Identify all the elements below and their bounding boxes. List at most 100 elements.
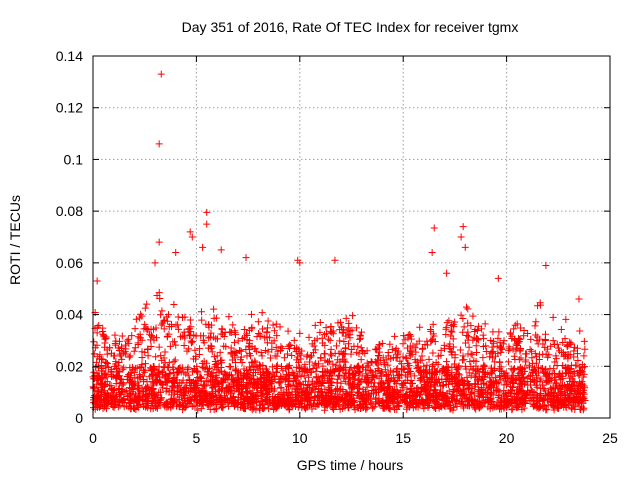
data-point bbox=[178, 314, 186, 322]
data-point bbox=[494, 385, 502, 393]
data-point bbox=[145, 390, 153, 398]
data-point bbox=[232, 348, 240, 356]
data-point bbox=[539, 401, 547, 409]
data-point bbox=[542, 261, 550, 269]
data-point bbox=[284, 381, 292, 389]
data-point bbox=[467, 363, 475, 371]
data-point bbox=[497, 344, 505, 352]
data-point bbox=[488, 343, 496, 351]
data-point bbox=[549, 389, 557, 397]
data-point bbox=[503, 395, 511, 403]
data-point bbox=[310, 401, 318, 409]
data-point bbox=[282, 386, 290, 394]
data-point bbox=[163, 385, 171, 393]
data-point bbox=[323, 367, 331, 375]
data-point bbox=[241, 405, 249, 413]
data-point bbox=[174, 313, 182, 321]
data-point bbox=[188, 233, 196, 241]
data-point bbox=[185, 345, 193, 353]
data-point bbox=[254, 366, 262, 374]
data-point bbox=[141, 320, 149, 328]
data-point bbox=[481, 320, 489, 328]
data-point bbox=[327, 366, 335, 374]
data-point bbox=[277, 395, 285, 403]
data-point bbox=[553, 380, 561, 388]
data-point bbox=[180, 328, 188, 336]
data-point bbox=[197, 405, 205, 413]
data-point bbox=[447, 401, 455, 409]
data-point bbox=[307, 368, 315, 376]
data-point bbox=[431, 338, 439, 346]
data-point bbox=[132, 315, 140, 323]
data-point bbox=[570, 353, 578, 361]
y-tick-label: 0.04 bbox=[56, 307, 83, 323]
data-point bbox=[440, 341, 448, 349]
data-point bbox=[374, 398, 382, 406]
data-point bbox=[394, 347, 402, 355]
data-point bbox=[432, 398, 440, 406]
data-point bbox=[356, 368, 364, 376]
data-point bbox=[382, 403, 390, 411]
data-point bbox=[114, 344, 122, 352]
data-point bbox=[409, 404, 417, 412]
data-point bbox=[363, 383, 371, 391]
data-point bbox=[422, 366, 430, 374]
data-point bbox=[168, 391, 176, 399]
data-point bbox=[465, 343, 473, 351]
data-point bbox=[127, 368, 135, 376]
data-point bbox=[510, 325, 518, 333]
data-point bbox=[375, 384, 383, 392]
data-point bbox=[345, 404, 353, 412]
data-point bbox=[311, 393, 319, 401]
data-point bbox=[443, 358, 451, 366]
x-tick-label: 0 bbox=[89, 430, 97, 446]
data-point bbox=[90, 375, 98, 383]
data-point bbox=[442, 376, 450, 384]
data-point bbox=[322, 324, 330, 332]
data-point bbox=[131, 325, 139, 333]
data-point bbox=[353, 363, 361, 371]
data-point bbox=[522, 356, 530, 364]
data-point bbox=[310, 342, 318, 350]
data-point bbox=[474, 398, 482, 406]
data-point bbox=[480, 379, 488, 387]
data-point bbox=[566, 351, 574, 359]
data-point bbox=[136, 330, 144, 338]
data-point bbox=[509, 377, 517, 385]
data-point bbox=[480, 369, 488, 377]
data-point bbox=[158, 307, 166, 315]
data-point bbox=[449, 343, 457, 351]
data-point bbox=[540, 385, 548, 393]
data-point bbox=[461, 243, 469, 251]
axis-ticks bbox=[92, 55, 611, 419]
data-point bbox=[424, 341, 432, 349]
data-point bbox=[90, 394, 98, 402]
data-point bbox=[206, 364, 214, 372]
data-point bbox=[287, 391, 295, 399]
data-point bbox=[564, 355, 572, 363]
data-point bbox=[148, 385, 156, 393]
data-point bbox=[540, 395, 548, 403]
data-point bbox=[489, 391, 497, 399]
data-point bbox=[334, 372, 342, 380]
data-point bbox=[210, 305, 218, 313]
data-point bbox=[196, 387, 204, 395]
data-point bbox=[119, 380, 127, 388]
data-point bbox=[184, 365, 192, 373]
data-point bbox=[400, 365, 408, 373]
data-point bbox=[296, 329, 304, 337]
data-point bbox=[283, 350, 291, 358]
data-point bbox=[331, 256, 339, 264]
data-point bbox=[261, 378, 269, 386]
data-point bbox=[136, 389, 144, 397]
data-point bbox=[391, 390, 399, 398]
data-point bbox=[226, 328, 234, 336]
data-point bbox=[261, 404, 269, 412]
data-point bbox=[543, 377, 551, 385]
data-point bbox=[211, 357, 219, 365]
data-point bbox=[219, 330, 227, 338]
data-point bbox=[367, 357, 375, 365]
data-point bbox=[541, 337, 549, 345]
data-point bbox=[429, 320, 437, 328]
data-point bbox=[325, 357, 333, 365]
